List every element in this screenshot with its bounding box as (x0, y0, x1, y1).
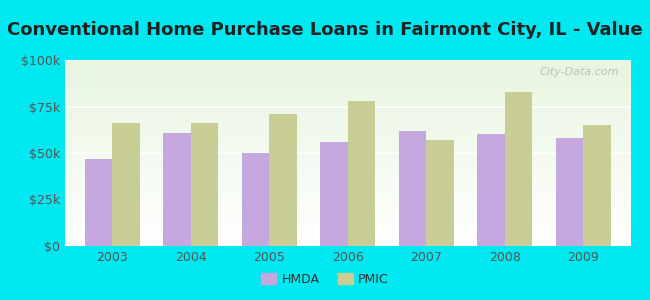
Bar (190, 123, 218, 246)
Bar (426, 140, 454, 246)
Bar (112, 123, 140, 246)
Text: City-Data.com: City-Data.com (540, 68, 619, 77)
Bar (505, 92, 532, 246)
Bar (584, 125, 611, 246)
Bar (320, 142, 348, 246)
Bar (242, 153, 269, 246)
Legend: HMDA, PMIC: HMDA, PMIC (256, 268, 394, 291)
Bar (84, 159, 112, 246)
Bar (399, 131, 426, 246)
Bar (163, 133, 190, 246)
Bar (556, 138, 584, 246)
Bar (269, 114, 296, 246)
Bar (477, 134, 505, 246)
Bar (348, 101, 375, 246)
Text: Conventional Home Purchase Loans in Fairmont City, IL - Value: Conventional Home Purchase Loans in Fair… (7, 21, 643, 39)
